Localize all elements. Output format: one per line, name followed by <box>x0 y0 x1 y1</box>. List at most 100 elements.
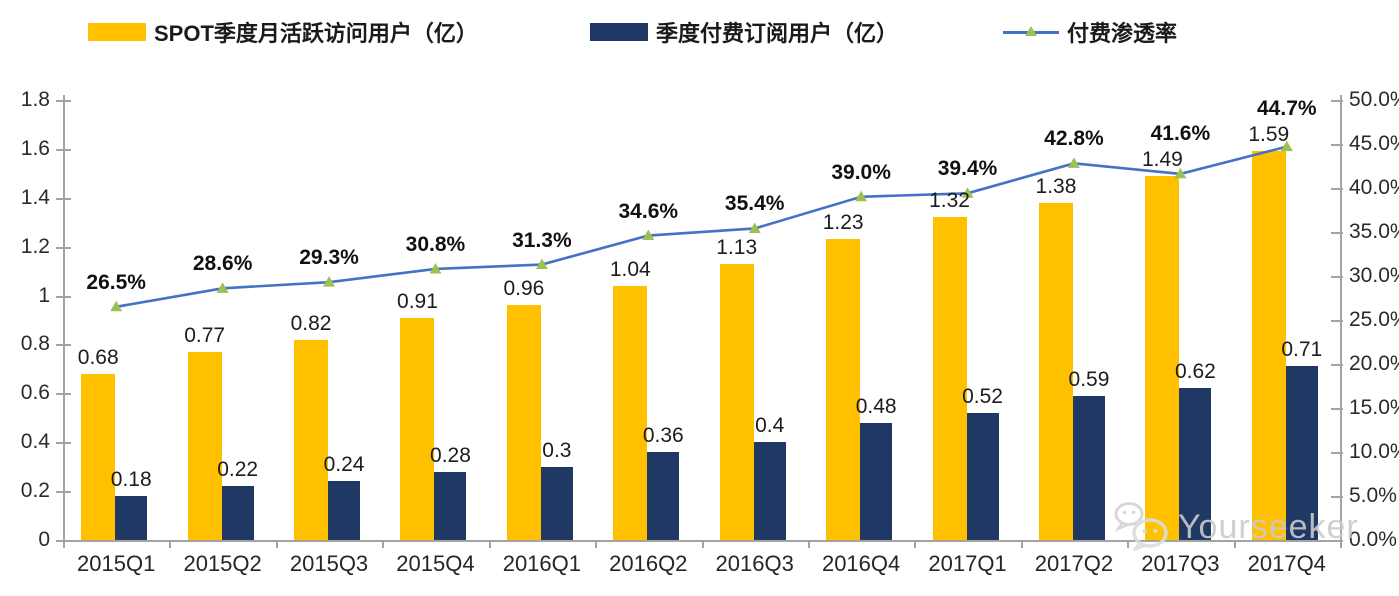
legend-label-penetration: 付费渗透率 <box>1067 21 1178 46</box>
x-axis-tick <box>914 540 917 548</box>
bar-subs <box>328 481 361 540</box>
left-axis-tick-label: 1.8 <box>20 88 50 111</box>
line-marker-icon <box>748 222 761 233</box>
right-axis-tick <box>1331 408 1343 410</box>
x-axis-tick <box>1340 540 1342 548</box>
bar-subs <box>753 442 786 540</box>
left-axis-tick-label: 0.4 <box>20 430 50 454</box>
right-axis-tick <box>1331 496 1343 498</box>
left-axis-tick-label: 0.2 <box>20 479 50 503</box>
bar-mau <box>81 373 116 540</box>
line-marker-icon <box>642 229 655 241</box>
left-axis-tick <box>56 100 71 102</box>
subs-value-label: 0.18 <box>110 468 152 491</box>
penetration-value-label: 39.0% <box>831 160 891 184</box>
subs-value-label: 0.3 <box>542 438 572 462</box>
x-tick-label: 2015Q3 <box>289 551 369 576</box>
bar-mau <box>719 263 754 540</box>
left-axis-tick-label: 0.8 <box>20 332 50 356</box>
line-marker-icon <box>429 262 442 274</box>
x-axis-tick <box>275 540 278 548</box>
mau-value-label: 0.77 <box>184 323 226 347</box>
legend-label-mau: SPOT季度月活跃访问用户（亿） <box>154 21 478 46</box>
bar-mau <box>932 217 967 540</box>
bar-subs <box>647 452 680 540</box>
wechat-icon <box>1114 502 1168 552</box>
subs-value-label: 0.28 <box>430 443 471 467</box>
left-axis-tick <box>56 148 71 151</box>
right-axis-tick-label: 15.0% <box>1349 396 1399 419</box>
penetration-value-label: 29.3% <box>299 246 359 270</box>
right-axis-tick-label: 25.0% <box>1349 308 1399 331</box>
mau-value-label: 1.38 <box>1035 174 1077 198</box>
mau-value-label: 1.23 <box>822 211 864 235</box>
x-axis-tick <box>63 540 65 548</box>
bar-mau <box>187 351 222 540</box>
right-axis-tick-label: 50.0% <box>1349 88 1399 111</box>
subs-value-label: 0.48 <box>855 394 897 418</box>
watermark-text: Yourseeker <box>1178 507 1359 546</box>
x-tick-label: 2017Q2 <box>1034 551 1114 576</box>
left-axis-tick-label: 0.6 <box>20 381 50 405</box>
right-axis-line <box>1340 95 1342 540</box>
penetration-value-label: 31.3% <box>512 228 572 252</box>
penetration-value-label: 39.4% <box>937 157 998 181</box>
x-tick-label: 2016Q2 <box>609 551 688 576</box>
subs-value-label: 0.71 <box>1281 338 1323 362</box>
legend-item-mau: SPOT季度月活跃访问用户（亿） <box>88 16 478 48</box>
right-axis-tick-label: 5.0% <box>1349 484 1397 507</box>
x-tick-label: 2015Q4 <box>396 551 475 576</box>
bar-mau <box>1251 151 1286 540</box>
line-marker-icon <box>855 190 868 202</box>
x-tick-label: 2017Q1 <box>928 551 1007 576</box>
line-marker-icon <box>1067 157 1080 168</box>
watermark: Yourseeker <box>1112 500 1359 554</box>
bar-mau <box>613 285 648 540</box>
subs-value-label: 0.36 <box>642 424 684 447</box>
penetration-value-label: 30.8% <box>405 232 466 256</box>
left-axis-tick <box>56 344 71 347</box>
line-marker-icon <box>216 282 229 293</box>
mau-value-label: 1.59 <box>1248 123 1290 147</box>
bar-subs <box>540 466 573 540</box>
x-axis-tick <box>488 540 491 548</box>
penetration-value-label: 26.5% <box>86 270 146 294</box>
mau-value-label: 0.82 <box>290 311 332 335</box>
left-axis-tick <box>56 246 71 249</box>
mau-value-label: 1.49 <box>1141 147 1183 171</box>
right-axis-tick <box>1331 188 1343 190</box>
bar-mau <box>400 317 435 540</box>
x-tick-label: 2016Q3 <box>715 551 794 576</box>
legend-item-subs: 季度付费订阅用户（亿） <box>590 16 898 48</box>
subs-value-label: 0.62 <box>1174 360 1216 384</box>
subs-swatch-icon <box>590 23 648 41</box>
right-axis-tick-label: 30.0% <box>1349 264 1399 287</box>
right-axis-tick <box>1331 540 1343 542</box>
subs-value-label: 0.59 <box>1068 367 1110 391</box>
bar-mau <box>294 339 329 540</box>
line-marker-icon <box>1280 140 1293 152</box>
bar-subs <box>860 422 893 540</box>
right-axis-tick-label: 40.0% <box>1349 176 1399 199</box>
x-axis-tick <box>382 540 385 548</box>
bar-subs <box>1179 388 1212 540</box>
x-axis-tick <box>701 540 704 548</box>
bar-mau <box>826 239 861 540</box>
penetration-value-label: 35.4% <box>724 192 785 216</box>
penetration-value-label: 34.6% <box>618 199 679 223</box>
bar-mau <box>506 305 541 540</box>
x-tick-label: 2015Q2 <box>183 551 262 576</box>
line-marker-icon <box>535 258 548 270</box>
right-axis-tick-label: 0.0% <box>1349 528 1397 551</box>
right-axis-tick <box>1331 276 1343 278</box>
left-axis-line <box>63 95 65 540</box>
x-axis-tick <box>1127 540 1130 548</box>
bar-subs <box>1072 395 1105 540</box>
x-axis-tick <box>1020 540 1023 548</box>
right-axis-tick <box>1331 320 1343 322</box>
right-axis-tick-label: 45.0% <box>1349 132 1399 155</box>
penetration-value-label: 42.8% <box>1044 127 1104 151</box>
mau-value-label: 1.32 <box>929 189 970 213</box>
line-marker-icon <box>323 276 336 287</box>
